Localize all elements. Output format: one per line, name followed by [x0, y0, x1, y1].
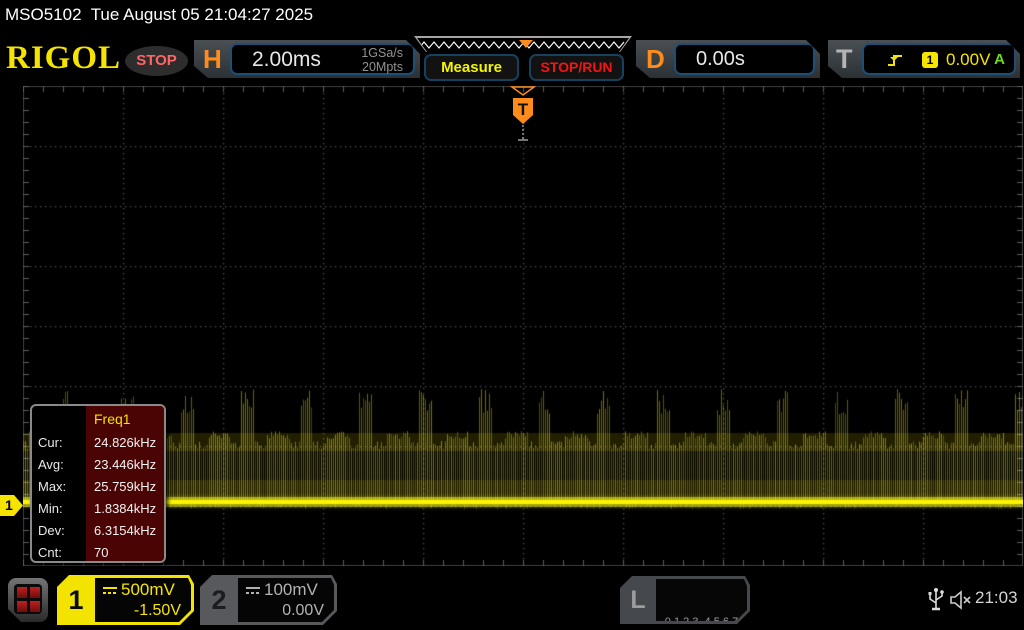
measurement-value: 70 [94, 545, 109, 560]
system-clock: 21:03 [975, 588, 1018, 607]
dc-coupling-icon [102, 586, 118, 596]
channel2-values: 100mV 0.00V [238, 578, 334, 622]
trigger-position-marker[interactable]: T [510, 86, 536, 144]
channel2-status-box[interactable]: 2 100mV 0.00V [200, 575, 337, 625]
timebase-display: 2.00ms 1GSa/s 20Mpts [230, 43, 415, 75]
measurement-title: Freq1 [94, 411, 131, 427]
channel2-number: 2 [211, 585, 227, 615]
logic-analyzer-status-box[interactable]: L 0 1 2 3 4 5 6 7 8 9 10 11 12 13 14 15 [620, 576, 750, 624]
channel1-values: 500mV -1.50V [95, 578, 191, 622]
measurement-value: 6.3154kHz [94, 523, 157, 538]
logic-analyzer-label: L [630, 586, 646, 614]
logic-channel-numbers: 0 1 2 3 4 5 6 7 8 9 10 11 12 13 14 15 [656, 579, 747, 621]
timebase-value: 2.00ms [252, 48, 321, 71]
rigol-logo: RIGOL [6, 40, 122, 76]
measurement-row: Cur: 24.826kHz [32, 432, 164, 454]
window-title: MSO5102 Tue August 05 21:04:27 2025 [5, 5, 314, 24]
trigger-display: 1 0.00V A [862, 43, 1016, 75]
horizontal-settings-box[interactable]: H 2.00ms 1GSa/s 20Mpts [194, 40, 420, 78]
measurement-row: Max: 25.759kHz [32, 476, 164, 498]
trigger-source-badge: 1 [922, 52, 938, 68]
trigger-marker-letter: T [518, 100, 529, 119]
measurement-values-panel [86, 406, 164, 561]
trigger-label: T [836, 44, 853, 74]
dc-coupling-icon [245, 586, 261, 596]
channel1-status-box[interactable]: 1 500mV -1.50V [57, 575, 194, 625]
channel2-scale: 100mV [264, 580, 318, 599]
channel1-offset: -1.50V [133, 602, 181, 619]
measurement-value: 24.826kHz [94, 435, 157, 450]
measurement-label: Cnt: [38, 545, 62, 560]
delay-label: D [646, 44, 665, 74]
measurement-row: Dev: 6.3154kHz [32, 520, 164, 542]
measurement-value: 25.759kHz [94, 479, 157, 494]
measurement-value: 23.446kHz [94, 457, 157, 472]
main-menu-button[interactable] [8, 578, 48, 622]
trigger-level-value: 0.00V [946, 50, 991, 69]
trigger-settings-box[interactable]: T 1 0.00V A [828, 40, 1020, 78]
overview-trigger-position-icon [519, 40, 533, 48]
horizontal-label: H [203, 44, 222, 74]
channel1-scale: 500mV [121, 580, 175, 599]
measurement-label: Avg: [38, 457, 64, 472]
measurement-popup[interactable]: Freq1 Cur: 24.826kHz Avg: 23.446kHz Max:… [30, 404, 166, 563]
memory-depth: 20Mpts [362, 60, 403, 74]
sample-rate: 1GSa/s [361, 46, 403, 60]
channel2-offset: 0.00V [282, 602, 324, 619]
trigger-sweep-mode: A [994, 51, 1005, 68]
measurement-label: Cur: [38, 435, 63, 450]
measurement-row: Min: 1.8384kHz [32, 498, 164, 520]
delay-display: 0.00s [674, 43, 815, 75]
channel1-number: 1 [68, 585, 84, 615]
measurement-label: Max: [38, 479, 67, 494]
usb-icon [928, 588, 944, 611]
delay-settings-box[interactable]: D 0.00s [636, 40, 820, 78]
overview-waveform [417, 38, 629, 52]
delay-value: 0.00s [696, 48, 745, 70]
measurement-value: 1.8384kHz [94, 501, 157, 516]
measurement-label: Dev: [38, 523, 65, 538]
run-state-indicator[interactable]: STOP [125, 46, 188, 76]
speaker-muted-icon [950, 590, 971, 610]
acquisition-rates: 1GSa/s 20Mpts [361, 46, 403, 74]
stop-run-button[interactable]: STOP/RUN [529, 54, 624, 81]
measurement-row: Avg: 23.446kHz [32, 454, 164, 476]
measurement-label: Min: [38, 501, 63, 516]
waveform-display[interactable] [23, 86, 1023, 566]
logic-row-1: 0 1 2 3 4 5 6 7 [664, 616, 739, 628]
rising-edge-trigger-icon [886, 51, 906, 69]
ch1-ground-marker[interactable]: 1 [0, 495, 23, 516]
measurement-row: Cnt: 70 [32, 542, 164, 561]
menu-grid-icon [14, 584, 42, 614]
measure-button[interactable]: Measure [424, 54, 519, 81]
waveform-overview-strip[interactable] [414, 36, 632, 52]
